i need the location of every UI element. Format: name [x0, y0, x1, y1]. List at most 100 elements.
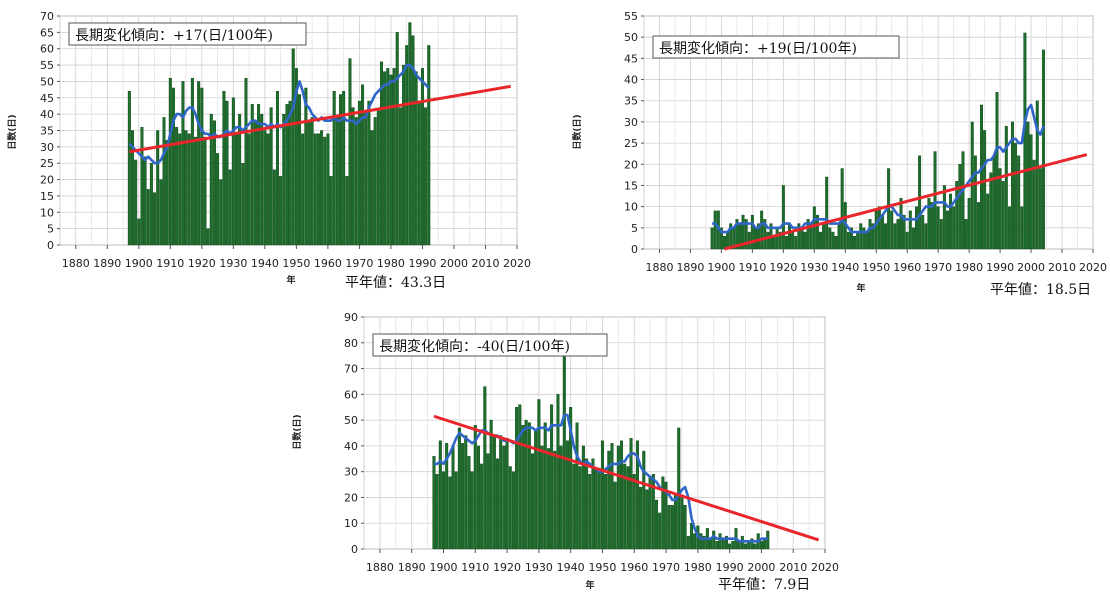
- bar: [414, 71, 418, 246]
- bar: [680, 494, 684, 550]
- y-tick-label: 25: [624, 137, 638, 150]
- y-tick-label: 55: [40, 59, 54, 72]
- bar: [473, 425, 477, 550]
- bar: [729, 223, 733, 250]
- bar: [1026, 121, 1030, 250]
- bar: [992, 155, 996, 250]
- bar: [511, 471, 515, 550]
- bar: [565, 440, 569, 550]
- bar: [859, 223, 863, 250]
- y-tick-label: 70: [344, 363, 358, 376]
- bar: [483, 386, 487, 550]
- bar: [868, 219, 872, 250]
- bar: [689, 523, 693, 550]
- bar: [130, 130, 134, 246]
- y-axis-label: 日数(日): [6, 114, 18, 149]
- bar: [405, 45, 409, 246]
- bar: [766, 231, 770, 250]
- y-tick-label: 40: [624, 74, 638, 87]
- bar: [291, 48, 295, 246]
- bar: [326, 133, 330, 246]
- normal-value-label: 平年値：43.3日: [345, 275, 446, 291]
- x-tick-label: 1920: [188, 257, 216, 270]
- bar: [674, 494, 678, 550]
- chart-panel-2: 0 5 10 15 20 25 30 35 40 45 50 55 1880 1890 1900 1910 19…: [565, 0, 1110, 300]
- bar: [187, 133, 191, 246]
- y-tick-label: 50: [624, 31, 638, 44]
- y-tick-label: 45: [624, 52, 638, 65]
- bar: [626, 466, 630, 550]
- bar: [546, 448, 550, 550]
- bar: [753, 543, 757, 550]
- bar: [822, 223, 826, 250]
- bar: [194, 136, 198, 246]
- bar: [235, 133, 238, 246]
- bar: [345, 176, 349, 246]
- x-tick-label: 1970: [345, 257, 373, 270]
- bar: [175, 127, 179, 246]
- chart-svg-3: 0 10 20 30 40 50 60 70 80 90 1880 1890 1900 1910 1920 1…: [291, 311, 839, 593]
- bar: [658, 512, 662, 550]
- bar: [222, 91, 226, 246]
- y-tick-label: 10: [40, 206, 54, 219]
- bar: [420, 68, 424, 246]
- x-tick-label: 1980: [684, 561, 712, 574]
- x-tick-label: 1910: [738, 261, 766, 274]
- y-tick-label: 25: [40, 157, 54, 170]
- bar: [750, 538, 754, 550]
- bar: [797, 223, 801, 250]
- y-tick-label: 70: [40, 10, 54, 23]
- bar: [200, 87, 204, 246]
- x-tick-label: 1980: [955, 261, 983, 274]
- trend-line: [724, 153, 1088, 251]
- x-tick-label: 1900: [429, 561, 457, 574]
- bar: [505, 437, 509, 550]
- bar: [642, 450, 646, 550]
- bar: [775, 227, 779, 250]
- bar: [939, 219, 943, 250]
- bar: [496, 458, 500, 550]
- bar: [924, 223, 928, 250]
- bar: [1007, 206, 1011, 250]
- bar: [686, 535, 690, 550]
- bar: [203, 136, 207, 246]
- bar: [159, 179, 163, 246]
- x-tick-label: 1910: [461, 561, 489, 574]
- bar: [408, 22, 412, 246]
- x-tick-label: 1980: [377, 257, 405, 270]
- y-tick-label: 30: [344, 466, 358, 479]
- bar: [550, 404, 554, 550]
- bar: [263, 130, 267, 246]
- bar: [489, 419, 493, 550]
- x-tick-label: 1960: [893, 261, 921, 274]
- y-tick-label: 35: [40, 125, 54, 138]
- x-tick-label: 1930: [800, 261, 828, 274]
- bar: [373, 117, 377, 246]
- bar: [794, 236, 798, 250]
- bar: [206, 228, 210, 246]
- x-tick-label: 1930: [219, 257, 247, 270]
- bar: [212, 120, 216, 246]
- bar: [731, 541, 735, 550]
- bar: [492, 435, 496, 550]
- bar: [723, 236, 726, 250]
- x-tick-label: 1880: [366, 561, 394, 574]
- bar: [645, 489, 649, 550]
- bar: [323, 136, 327, 246]
- bar: [933, 151, 937, 250]
- x-tick-label: 1940: [831, 261, 859, 274]
- bar: [146, 189, 150, 246]
- trend-annotation: 長期変化傾向：+19(日/100年): [659, 40, 857, 57]
- bar: [899, 197, 903, 250]
- y-tick-label: 20: [624, 158, 638, 171]
- bar: [778, 231, 782, 250]
- bar: [301, 133, 305, 246]
- bar: [392, 68, 396, 246]
- bar: [370, 130, 374, 246]
- bar: [849, 227, 853, 250]
- bar: [149, 163, 153, 246]
- bar: [244, 77, 248, 246]
- bar: [225, 100, 229, 246]
- x-axis-label: 年: [856, 282, 865, 294]
- bar: [376, 110, 380, 246]
